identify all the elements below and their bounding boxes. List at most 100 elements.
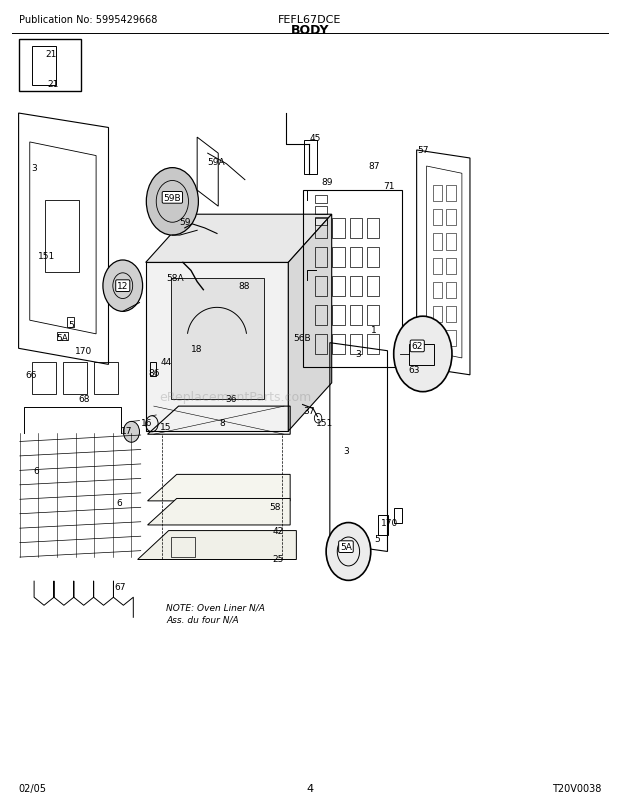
Text: 56B: 56B (294, 334, 311, 343)
Bar (446, 258, 456, 274)
Bar (32, 363, 56, 395)
Text: 68: 68 (78, 394, 89, 403)
Text: 59B: 59B (164, 193, 181, 203)
Text: 21: 21 (45, 50, 56, 59)
Polygon shape (148, 499, 290, 525)
Text: 6: 6 (33, 466, 39, 476)
Bar (378, 515, 388, 536)
Circle shape (326, 523, 371, 581)
Text: 62: 62 (412, 342, 423, 351)
Text: eReplacementParts.com: eReplacementParts.com (159, 391, 312, 403)
Bar (350, 277, 362, 297)
Bar (446, 330, 456, 346)
Bar (315, 248, 327, 268)
Text: 45: 45 (309, 133, 321, 143)
Text: 59: 59 (179, 217, 190, 227)
Text: 3: 3 (343, 446, 349, 456)
Text: 12: 12 (117, 282, 128, 291)
Polygon shape (146, 263, 288, 431)
Bar (367, 219, 379, 239)
Bar (446, 282, 456, 298)
Text: 4: 4 (306, 783, 314, 792)
Bar (350, 219, 362, 239)
Text: 88: 88 (238, 282, 249, 291)
Bar (409, 345, 434, 366)
Bar (350, 334, 362, 354)
Bar (170, 537, 195, 557)
Text: BODY: BODY (291, 24, 329, 37)
Text: NOTE: Oven Liner N/A
Ass. du four N/A: NOTE: Oven Liner N/A Ass. du four N/A (166, 603, 265, 624)
Text: 170: 170 (381, 518, 398, 528)
Text: 42: 42 (272, 526, 283, 536)
Bar (394, 508, 402, 524)
Text: 5A: 5A (56, 334, 68, 343)
Bar (350, 306, 362, 326)
Text: 3: 3 (355, 350, 361, 359)
Text: T20V0038: T20V0038 (552, 783, 601, 792)
Bar (433, 210, 442, 226)
Text: 3: 3 (31, 164, 37, 173)
Text: 59A: 59A (207, 157, 224, 167)
Circle shape (394, 317, 452, 392)
Polygon shape (138, 531, 296, 560)
Text: 6: 6 (117, 498, 123, 508)
Bar (446, 186, 456, 202)
Circle shape (103, 261, 143, 312)
Text: 57: 57 (418, 145, 429, 155)
Circle shape (123, 422, 140, 443)
Text: 17: 17 (122, 426, 133, 435)
Bar (332, 248, 345, 268)
Text: 151: 151 (316, 418, 333, 427)
Bar (332, 277, 345, 297)
Text: 71: 71 (384, 181, 395, 191)
Text: 151: 151 (38, 252, 55, 261)
Bar (350, 248, 362, 268)
Text: 37: 37 (303, 406, 314, 415)
Bar (446, 234, 456, 250)
Text: 87: 87 (368, 161, 379, 171)
Text: 18: 18 (192, 344, 203, 354)
Text: FEFL67DCE: FEFL67DCE (278, 15, 342, 25)
Bar (332, 219, 345, 239)
Text: 170: 170 (75, 346, 92, 356)
Text: Publication No: 5995429668: Publication No: 5995429668 (19, 15, 157, 25)
Bar (19, 40, 81, 92)
Bar (315, 277, 327, 297)
Text: 8: 8 (219, 418, 225, 427)
Polygon shape (146, 215, 332, 263)
Text: 58A: 58A (167, 273, 184, 283)
Bar (315, 207, 327, 215)
Bar (315, 196, 327, 204)
Bar (433, 234, 442, 250)
Bar (367, 306, 379, 326)
Text: 1: 1 (371, 326, 377, 335)
Bar (332, 334, 345, 354)
Polygon shape (148, 475, 290, 501)
Bar (446, 306, 456, 322)
Bar (367, 248, 379, 268)
Text: 02/05: 02/05 (19, 783, 46, 792)
Bar (332, 306, 345, 326)
Bar (45, 200, 79, 273)
Text: 67: 67 (114, 582, 125, 592)
Bar (315, 218, 327, 226)
Polygon shape (170, 279, 264, 399)
Bar (32, 47, 56, 86)
Polygon shape (288, 215, 332, 431)
Text: 58: 58 (269, 502, 280, 512)
Text: 15: 15 (161, 422, 172, 431)
Bar (57, 333, 68, 341)
Text: 44: 44 (161, 358, 172, 367)
Bar (433, 282, 442, 298)
Bar (304, 141, 317, 175)
Text: 5A: 5A (340, 542, 352, 552)
Text: 25: 25 (272, 554, 283, 564)
Bar (367, 334, 379, 354)
Bar (94, 363, 118, 395)
Bar (433, 306, 442, 322)
Text: 86: 86 (148, 368, 159, 378)
Bar (315, 219, 327, 239)
Bar (367, 277, 379, 297)
Bar (67, 318, 74, 327)
Text: 66: 66 (25, 370, 37, 379)
